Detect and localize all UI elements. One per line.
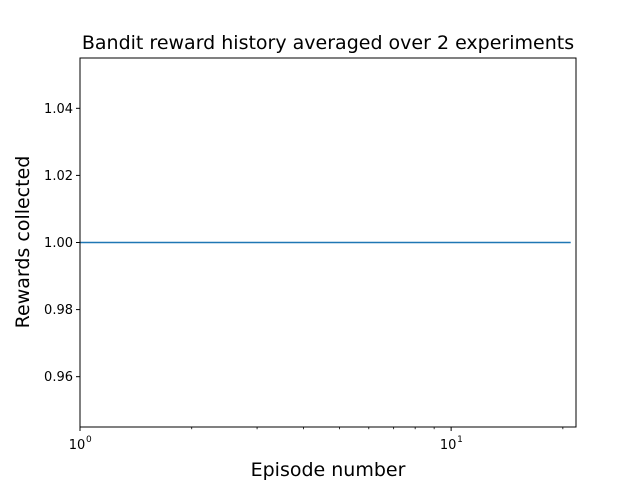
x-tick-exponent: 1 — [457, 435, 463, 445]
x-tick-label: 10 — [440, 438, 457, 453]
chart-title: Bandit reward history averaged over 2 ex… — [82, 32, 574, 54]
y-tick-label: 0.96 — [44, 370, 73, 385]
y-axis-label: Rewards collected — [12, 156, 34, 329]
x-tick-label: 10 — [69, 438, 86, 453]
y-axis-ticks: 0.96 0.98 1.00 1.02 1.04 — [44, 102, 80, 385]
plot-frame — [79, 57, 577, 428]
y-tick-label: 1.02 — [44, 169, 73, 184]
y-tick-label: 1.00 — [44, 236, 73, 251]
x-axis-label: Episode number — [251, 459, 406, 480]
y-tick-label: 1.04 — [44, 102, 73, 117]
x-axis-ticks: 10 0 10 1 — [69, 427, 564, 453]
plot-area: 0.960.981.001.021.04 10 0 10 1 — [44, 57, 577, 453]
y-tick-label: 0.98 — [44, 303, 73, 318]
x-tick-exponent: 0 — [86, 435, 92, 445]
